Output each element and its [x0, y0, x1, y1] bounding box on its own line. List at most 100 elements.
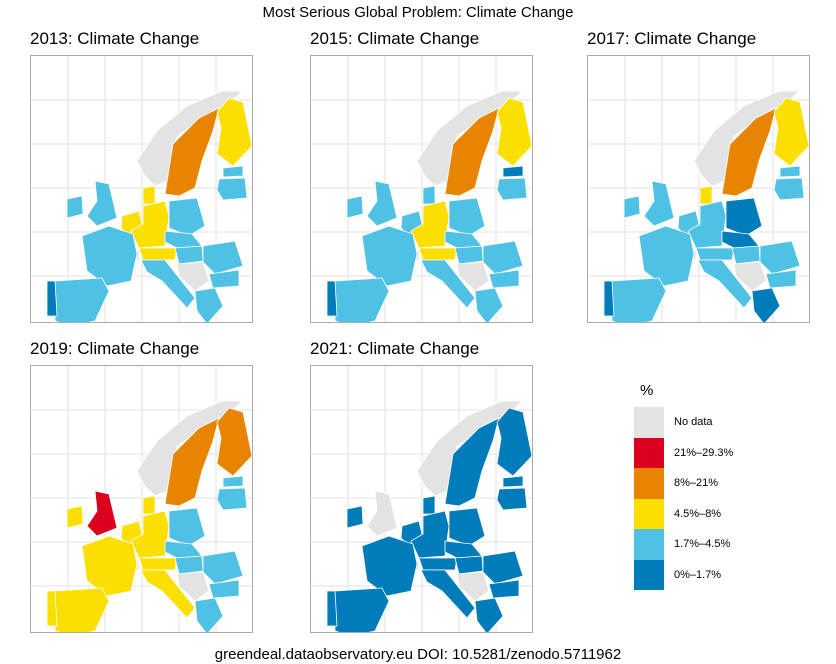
country-it: [697, 259, 753, 309]
country-uk: [86, 180, 118, 227]
country-pl: [448, 507, 486, 547]
country-dk: [142, 495, 156, 515]
panel-title-2017: 2017: Climate Change: [587, 29, 757, 48]
country-czsk: [164, 230, 203, 249]
country-bg: [208, 269, 240, 289]
country-dk: [422, 185, 436, 205]
country-ee: [502, 165, 524, 178]
country-baltic: [216, 177, 248, 201]
legend: % No data 21%–29.3% 8%–21% 4.5%–8% 1.7%–4.5%…: [634, 382, 733, 590]
country-fi: [496, 97, 532, 167]
country-czsk: [721, 230, 760, 249]
country-pt: [326, 590, 338, 627]
country-dk: [142, 185, 156, 205]
country-dk: [422, 495, 436, 515]
legend-label: 8%–21%: [674, 477, 719, 490]
country-czsk: [444, 540, 483, 559]
map-svg: [311, 366, 532, 632]
legend-swatch: [634, 407, 664, 438]
country-ro: [482, 240, 524, 275]
country-se: [721, 107, 777, 197]
figure-title: Most Serious Global Problem: Climate Cha…: [262, 4, 574, 21]
map-panel-2015: [310, 55, 533, 323]
country-es: [54, 587, 110, 632]
panel-title-2013: 2013: Climate Change: [30, 29, 200, 48]
map-svg: [31, 56, 252, 322]
country-balkans: [456, 261, 490, 292]
country-uk: [366, 490, 398, 537]
country-bg: [488, 269, 520, 289]
legend-swatch: [634, 498, 664, 529]
legend-label: 21%–29.3%: [674, 446, 734, 459]
panel-title-2015: 2015: Climate Change: [310, 29, 480, 48]
country-uk: [643, 180, 675, 227]
country-es: [611, 277, 667, 322]
country-fi: [773, 97, 809, 167]
country-gr: [194, 287, 224, 322]
country-ie: [66, 195, 84, 219]
country-hu: [174, 245, 204, 265]
legend-swatch: [634, 437, 664, 468]
country-de: [410, 200, 450, 249]
country-it: [140, 259, 196, 309]
legend-label: 0%–1.7%: [674, 568, 722, 581]
country-baltic: [773, 177, 805, 201]
country-at: [138, 247, 178, 261]
country-fi: [496, 407, 532, 477]
country-fi: [216, 97, 252, 167]
country-balkans: [176, 261, 210, 292]
country-bg: [488, 579, 520, 599]
country-it: [420, 569, 476, 619]
country-ee: [779, 165, 801, 178]
country-gr: [474, 597, 504, 632]
legend-label: No data: [674, 416, 713, 429]
country-at: [138, 557, 178, 571]
legend-swatch: [634, 468, 664, 499]
country-de: [130, 510, 170, 559]
country-at: [418, 247, 458, 261]
country-bg: [765, 269, 797, 289]
legend-item: 21%–29.3%: [634, 437, 734, 468]
country-czsk: [444, 230, 483, 249]
map-panel-2017: [587, 55, 810, 323]
country-pt: [46, 280, 58, 317]
country-ro: [202, 550, 244, 585]
country-gr: [751, 287, 781, 322]
country-fr: [81, 225, 138, 287]
map-panel-2013: [30, 55, 253, 323]
panel-title-2021: 2021: Climate Change: [310, 339, 480, 358]
map-panel-2021: [310, 365, 533, 633]
country-se: [164, 107, 220, 197]
country-hu: [454, 555, 484, 575]
country-dk: [699, 185, 713, 205]
legend-item: 0%–1.7%: [634, 559, 733, 590]
country-se: [164, 417, 220, 507]
country-at: [695, 247, 735, 261]
legend-item: No data: [634, 407, 733, 438]
country-es: [54, 277, 110, 322]
country-ie: [346, 195, 364, 219]
country-pt: [603, 280, 615, 317]
legend-swatch: [634, 559, 664, 590]
country-pt: [46, 590, 58, 627]
country-pt: [326, 280, 338, 317]
country-baltic: [496, 177, 528, 201]
country-hu: [174, 555, 204, 575]
country-es: [334, 587, 390, 632]
legend-swatch: [634, 529, 664, 560]
legend-item: 4.5%–8%: [634, 498, 733, 529]
country-es: [334, 277, 390, 322]
country-czsk: [164, 540, 203, 559]
legend-title: %: [640, 382, 654, 399]
country-balkans: [176, 571, 210, 602]
country-fr: [638, 225, 695, 287]
country-fi: [216, 407, 252, 477]
country-balkans: [733, 261, 767, 292]
country-pl: [168, 197, 206, 237]
country-bg: [208, 579, 240, 599]
country-at: [418, 557, 458, 571]
legend-item: 8%–21%: [634, 468, 733, 499]
country-se: [444, 107, 500, 197]
country-balkans: [456, 571, 490, 602]
country-hu: [454, 245, 484, 265]
